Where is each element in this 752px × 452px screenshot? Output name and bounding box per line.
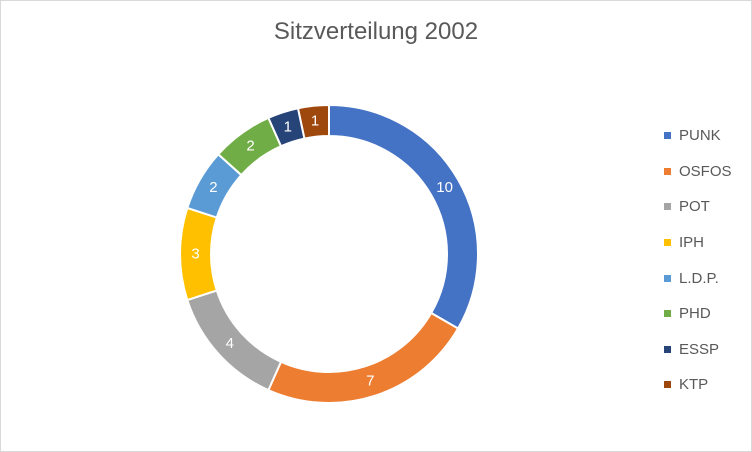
legend-swatch bbox=[664, 345, 671, 353]
legend-swatch bbox=[664, 310, 671, 318]
data-label: 2 bbox=[246, 137, 254, 154]
legend-item: L.D.P. bbox=[664, 260, 732, 296]
legend-swatch bbox=[664, 239, 671, 247]
legend-label: ESSP bbox=[679, 340, 720, 358]
legend-item: ESSP bbox=[664, 332, 732, 368]
legend-item: PHD bbox=[664, 296, 732, 332]
data-label: 2 bbox=[209, 179, 217, 196]
legend-item: KTP bbox=[664, 367, 732, 403]
legend-swatch bbox=[664, 203, 671, 211]
legend-swatch bbox=[664, 381, 671, 389]
legend: PUNK OSFOS POT IPH L.D.P. PHD ESSP KTP bbox=[664, 118, 732, 403]
data-label: 3 bbox=[191, 246, 199, 263]
legend-swatch bbox=[664, 274, 671, 282]
legend-label: OSFOS bbox=[679, 162, 732, 180]
slice-ktp[interactable] bbox=[296, 103, 330, 140]
data-label: 4 bbox=[226, 335, 234, 352]
legend-item: POT bbox=[664, 189, 732, 225]
legend-label: L.D.P. bbox=[679, 269, 719, 287]
data-labels: 10 7 4 3 2 2 1 1 bbox=[191, 113, 453, 390]
legend-label: KTP bbox=[679, 376, 709, 394]
data-label: 10 bbox=[436, 179, 453, 196]
legend-swatch bbox=[664, 167, 671, 175]
doughnut-slices bbox=[179, 103, 479, 404]
slice-osfos[interactable] bbox=[267, 311, 460, 404]
legend-label: IPH bbox=[679, 234, 705, 252]
legend-label: PUNK bbox=[679, 127, 721, 145]
slice-punk[interactable] bbox=[328, 103, 479, 330]
legend-label: PHD bbox=[679, 305, 711, 323]
data-label: 1 bbox=[311, 113, 319, 130]
legend-item: IPH bbox=[664, 225, 732, 261]
data-label: 7 bbox=[366, 372, 374, 389]
legend-item: PUNK bbox=[664, 118, 732, 154]
data-label: 1 bbox=[284, 119, 292, 136]
chart-title: Sitzverteilung 2002 bbox=[273, 18, 479, 45]
legend-label: POT bbox=[679, 198, 710, 216]
legend-swatch bbox=[664, 132, 671, 140]
legend-item: OSFOS bbox=[664, 154, 732, 190]
slice-pot[interactable] bbox=[186, 289, 283, 392]
